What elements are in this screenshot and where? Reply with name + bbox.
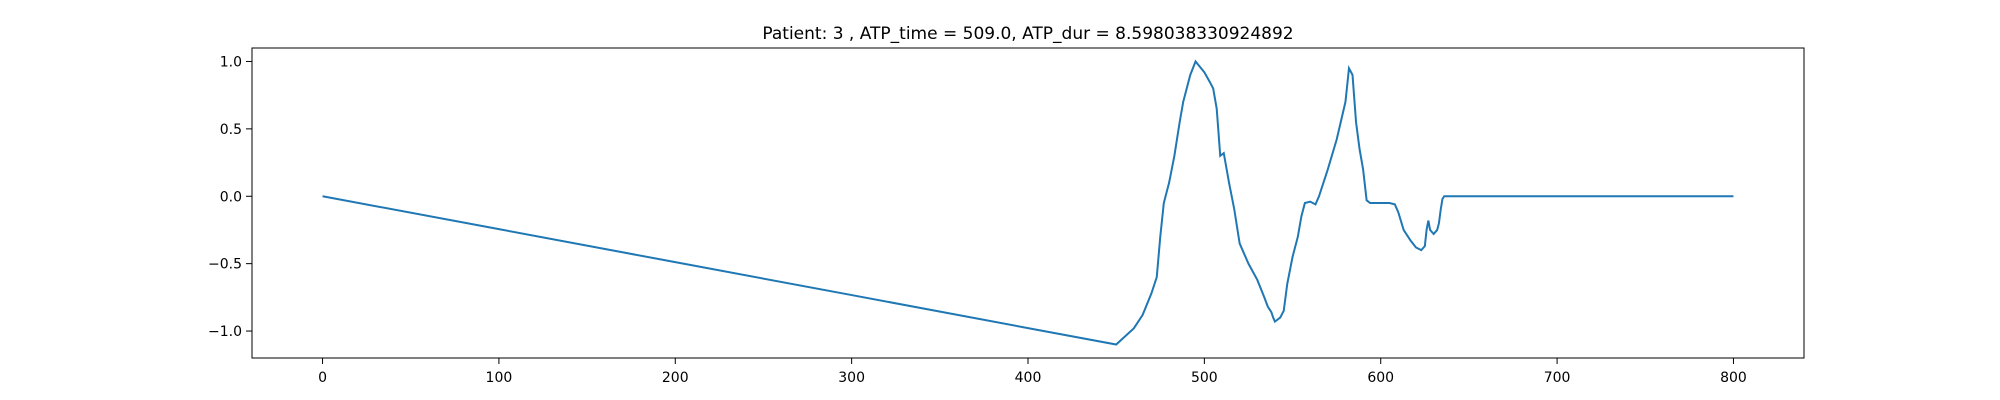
x-tick-label: 200 xyxy=(662,370,689,386)
x-tick-label: 800 xyxy=(1720,370,1747,386)
x-tick-label: 100 xyxy=(486,370,513,386)
y-tick-label: 0.5 xyxy=(220,122,242,138)
x-tick-label: 0 xyxy=(318,370,327,386)
chart-title: Patient: 3 , ATP_time = 509.0, ATP_dur =… xyxy=(762,24,1293,44)
x-tick-label: 500 xyxy=(1191,370,1218,386)
x-tick-label: 300 xyxy=(838,370,865,386)
x-axis: 0 100 200 300 400 500 600 700 800 xyxy=(318,358,1747,386)
y-tick-label: 1.0 xyxy=(220,54,242,70)
x-tick-label: 600 xyxy=(1367,370,1394,386)
y-tick-label: 0.0 xyxy=(220,189,242,205)
y-tick-label: −0.5 xyxy=(208,257,242,273)
plot-frame xyxy=(251,47,1805,359)
x-tick-label: 700 xyxy=(1544,370,1571,386)
y-tick-label: −1.0 xyxy=(208,324,242,340)
y-axis: −1.0 −0.5 0.0 0.5 1.0 xyxy=(208,54,252,340)
series-line xyxy=(322,59,1734,346)
x-tick-label: 400 xyxy=(1015,370,1042,386)
